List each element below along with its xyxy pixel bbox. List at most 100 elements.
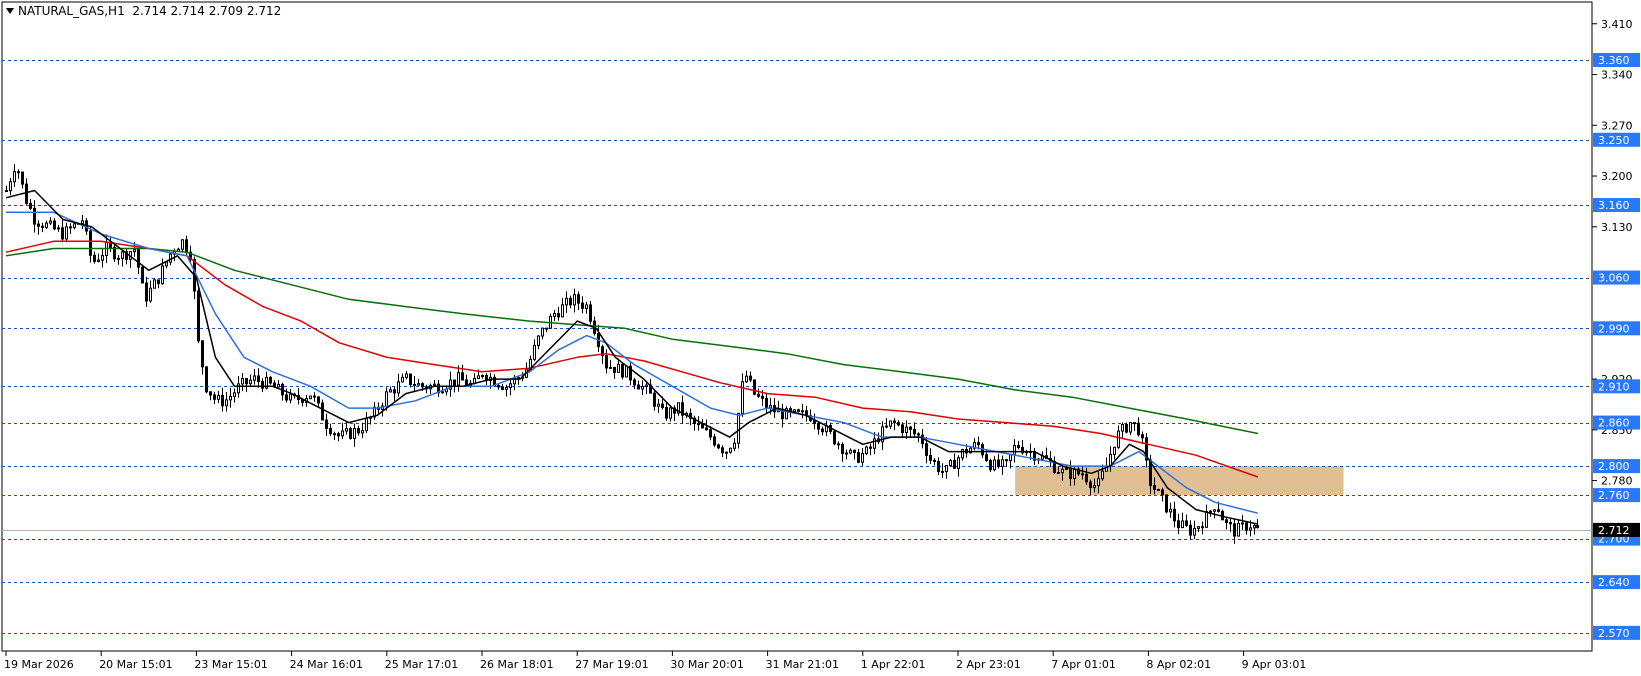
- candle: [97, 253, 100, 263]
- candle: [669, 405, 672, 422]
- candle-body: [497, 385, 500, 388]
- candle-body: [1065, 467, 1068, 470]
- candle: [445, 386, 448, 396]
- candle: [861, 447, 864, 466]
- dropdown-triangle-icon[interactable]: [6, 8, 14, 14]
- candle: [229, 387, 232, 408]
- candle: [577, 291, 580, 311]
- candle-body: [101, 255, 104, 261]
- candle-body: [857, 451, 860, 463]
- candle: [457, 365, 460, 392]
- candle-body: [833, 430, 836, 445]
- candle-body: [865, 446, 868, 455]
- candle: [657, 399, 660, 413]
- candle-body: [621, 363, 624, 378]
- candle-body: [1013, 444, 1016, 456]
- candle-body: [985, 454, 988, 462]
- candle-body: [1153, 485, 1156, 490]
- candle: [817, 421, 820, 435]
- candle-body: [653, 392, 656, 407]
- price-tick-label: 3.130: [1601, 221, 1633, 234]
- candle: [845, 449, 848, 460]
- candle-body: [1057, 472, 1060, 475]
- candle: [1173, 501, 1176, 528]
- candle: [1157, 488, 1160, 491]
- candle-body: [405, 373, 408, 378]
- candle-body: [121, 251, 124, 259]
- candle: [257, 368, 260, 388]
- candle: [101, 248, 104, 268]
- candle-body: [1073, 468, 1076, 480]
- candle: [633, 377, 636, 390]
- candle-body: [1245, 522, 1248, 531]
- candle: [1233, 519, 1236, 544]
- candle: [401, 373, 404, 383]
- candle: [1001, 455, 1004, 475]
- candle-body: [1005, 459, 1008, 462]
- time-tick-label: 24 Mar 16:01: [290, 658, 363, 671]
- candle: [745, 370, 748, 384]
- candle: [353, 423, 356, 447]
- candle-body: [957, 457, 960, 469]
- candle: [1093, 478, 1096, 493]
- candle: [741, 373, 744, 417]
- candle-body: [313, 395, 316, 398]
- candle-body: [1253, 525, 1256, 529]
- time-tick-label: 9 Apr 03:01: [1242, 658, 1307, 671]
- candle: [961, 448, 964, 461]
- candle-body: [1157, 488, 1160, 491]
- candle-body: [1093, 485, 1096, 489]
- candle: [325, 413, 328, 436]
- candle-body: [217, 395, 220, 400]
- candle-body: [917, 433, 920, 436]
- candle-body: [545, 327, 548, 330]
- price-tick-label: 3.200: [1601, 170, 1633, 183]
- candle-body: [1121, 423, 1124, 432]
- candle: [945, 465, 948, 479]
- candle-body: [9, 181, 12, 192]
- candle: [913, 422, 916, 438]
- candle-body: [845, 452, 848, 455]
- candle: [397, 373, 400, 397]
- candle-body: [733, 442, 736, 449]
- candle-body: [721, 447, 724, 454]
- candle: [373, 401, 376, 420]
- candle-body: [393, 389, 396, 394]
- candle-body: [37, 223, 40, 227]
- candle: [141, 264, 144, 284]
- level-badge-label: 2.860: [1598, 417, 1630, 430]
- candle: [1181, 512, 1184, 529]
- price-axis: 3.4103.3403.2703.2003.1302.9202.8502.780…: [1592, 18, 1640, 640]
- candle-body: [925, 443, 928, 456]
- candle-body: [457, 372, 460, 386]
- candle: [1225, 517, 1228, 530]
- candle-body: [801, 410, 804, 413]
- candle: [797, 408, 800, 413]
- candle-body: [409, 373, 412, 385]
- candle: [881, 421, 884, 451]
- candle: [393, 386, 396, 401]
- candle-body: [585, 304, 588, 309]
- candle: [1253, 523, 1256, 535]
- candle-body: [421, 383, 424, 388]
- candle: [973, 438, 976, 451]
- candle: [45, 220, 48, 229]
- time-tick-label: 23 Mar 15:01: [194, 658, 267, 671]
- candle: [1005, 458, 1008, 467]
- candle: [129, 250, 132, 268]
- level-badge: [1593, 132, 1640, 147]
- candle: [677, 402, 680, 416]
- candle-body: [953, 459, 956, 469]
- candle-body: [1193, 527, 1196, 536]
- candle: [121, 249, 124, 267]
- support-zone: [1015, 466, 1344, 496]
- candle: [869, 443, 872, 456]
- candle: [61, 219, 64, 242]
- candle-body: [1001, 459, 1004, 467]
- candle-body: [737, 412, 740, 444]
- candle: [801, 403, 804, 419]
- candle: [757, 388, 760, 398]
- candle-body: [1177, 520, 1180, 529]
- candle: [37, 220, 40, 235]
